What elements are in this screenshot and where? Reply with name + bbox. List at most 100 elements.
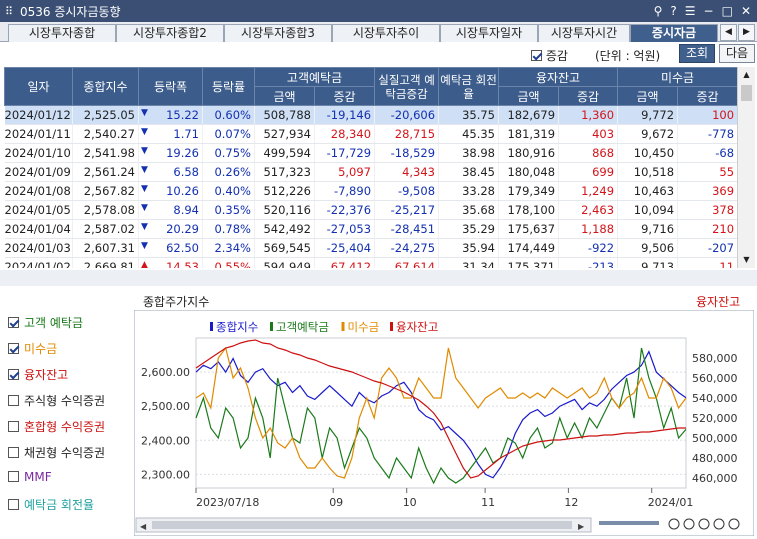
pin-icon[interactable]: ⚲	[653, 4, 663, 18]
cell-turn: 35.68	[438, 200, 500, 220]
zoom-out-icon[interactable]	[668, 518, 680, 530]
next-button[interactable]: 다음	[719, 44, 755, 63]
cell-chg: ▼ 1.71	[138, 124, 203, 144]
cell-uncc: 100	[677, 105, 737, 125]
tab-next-icon[interactable]: ▶	[738, 24, 755, 41]
cell-date: 2024/01/04	[4, 219, 73, 239]
col-uncollected[interactable]: 미수금	[617, 67, 737, 87]
legend-checkbox[interactable]	[8, 395, 19, 406]
legend-toggle-5[interactable]: 채권형 수익증권	[8, 444, 136, 461]
change-checkbox[interactable]: 증감	[531, 47, 568, 64]
legend-toggle-0[interactable]: 고객 예탁금	[8, 314, 136, 331]
zoom-slider	[599, 521, 659, 525]
cell-dep: 517,323	[254, 162, 315, 182]
series-line-1	[195, 347, 687, 485]
series-line-2	[195, 346, 687, 479]
cell-dep: 512,226	[254, 181, 315, 201]
tab-market-daily[interactable]: 시장투자일자	[440, 24, 538, 42]
zoom-in-icon[interactable]	[683, 518, 695, 530]
scroll-down-icon[interactable]: ▼	[743, 255, 750, 264]
legend-checkbox[interactable]	[8, 317, 19, 328]
line-chart[interactable]: 2,600.00 2,500.00 2,400.00 2,300.00 580,000 5…	[133, 309, 755, 537]
legend-toggle-4[interactable]: 혼합형 수익증권	[8, 418, 136, 435]
table-scrollbar[interactable]: ▲ ▼	[737, 67, 755, 268]
col-change[interactable]: 등락폭	[138, 67, 203, 106]
table-row[interactable]: 2024/01/08 2,567.82 ▼ 10.26 0.40% 512,226 -7,8…	[4, 181, 737, 201]
scroll-up-icon[interactable]: ▲	[743, 70, 750, 79]
cell-unc: 9,672	[617, 124, 679, 144]
legend-toggle-6[interactable]: MMF	[8, 470, 136, 484]
col-unc-amount[interactable]: 금액	[617, 86, 679, 106]
cell-unc: 9,716	[617, 219, 679, 239]
settings-icon[interactable]: ☰	[684, 4, 696, 18]
maximize-icon[interactable]: □	[721, 4, 733, 18]
cell-loanc: 1,249	[558, 181, 619, 201]
right-tick-label: 520,000	[692, 412, 738, 425]
zoom-area-icon[interactable]	[713, 518, 725, 530]
legend-toggle-1[interactable]: 미수금	[8, 340, 136, 357]
col-loan-amount[interactable]: 금액	[498, 86, 560, 106]
legend-toggle-2[interactable]: 융자잔고	[8, 366, 136, 383]
close-icon[interactable]: ✕	[740, 4, 751, 18]
table-row[interactable]: 2024/01/11 2,540.27 ▼ 1.71 0.07% 527,934 28,34…	[4, 124, 737, 144]
tab-market-summary[interactable]: 시장투자종합	[8, 24, 116, 42]
cell-turn: 38.98	[438, 143, 500, 163]
table-row[interactable]: 2024/01/09 2,561.24 ▼ 6.58 0.26% 517,323 5,097…	[4, 162, 737, 182]
cell-chg: ▼ 8.94	[138, 200, 203, 220]
table-row[interactable]: 2024/01/05 2,578.08 ▼ 8.94 0.35% 520,116 -22,3…	[4, 200, 737, 220]
cell-rate: 2.34%	[202, 238, 255, 258]
left-tick-label: 2,500.00	[141, 400, 190, 413]
legend-toggle-7[interactable]: 예탁금 회전율	[8, 496, 136, 513]
cell-date: 2024/01/03	[4, 238, 73, 258]
col-date[interactable]: 일자	[4, 67, 73, 106]
crosshair-icon[interactable]	[728, 518, 740, 530]
x-tick-label: 11	[481, 496, 495, 509]
splitter[interactable]	[0, 270, 757, 286]
col-unc-change[interactable]: 증감	[677, 86, 737, 106]
query-button[interactable]: 조회	[679, 44, 715, 63]
col-deposit-amount[interactable]: 금액	[254, 86, 315, 106]
tab-market-trend[interactable]: 시장투자추이	[332, 24, 440, 42]
cell-depc: 28,340	[314, 124, 376, 144]
down-triangle-icon: ▼	[141, 127, 148, 137]
table-row[interactable]: 2024/01/02 2,669.81 ▲ 14.53 0.55% 594,949 67,4…	[4, 257, 737, 268]
tab-market-funds[interactable]: 증시자금	[630, 24, 718, 42]
col-deposit[interactable]: 고객예탁금	[253, 67, 376, 87]
col-rate[interactable]: 등락률	[202, 67, 255, 106]
table-row[interactable]: 2024/01/03 2,607.31 ▼ 62.50 2.34% 569,545 -25,…	[4, 238, 737, 258]
col-real-deposit[interactable]: 실질고객 예탁금증감	[374, 67, 440, 106]
cell-index: 2,587.02	[72, 219, 139, 239]
legend-checkbox[interactable]	[8, 343, 19, 354]
tab-prev-icon[interactable]: ◀	[720, 24, 737, 41]
zoom-fit-icon[interactable]	[698, 518, 710, 530]
table-row[interactable]: 2024/01/10 2,541.98 ▼ 19.26 0.75% 499,594 -17,…	[4, 143, 737, 163]
scroll-thumb[interactable]	[741, 85, 752, 101]
minimize-icon[interactable]: −	[703, 4, 714, 18]
legend-toggle-3[interactable]: 주식형 수익증권	[8, 392, 136, 409]
legend-checkbox[interactable]	[8, 447, 19, 458]
legend-checkbox[interactable]	[8, 471, 19, 482]
table-row[interactable]: 2024/01/12 2,525.05 ▼ 15.22 0.60% 508,788 -19,…	[4, 105, 737, 125]
col-loan-change[interactable]: 증감	[558, 86, 619, 106]
tab-market-hourly[interactable]: 시장투자시간	[538, 24, 630, 42]
cell-dep: 508,788	[254, 105, 315, 125]
col-turnover[interactable]: 예탁금 회전율	[438, 67, 500, 106]
chart-hscroll-thumb	[152, 521, 572, 529]
cell-chg: ▼ 10.26	[138, 181, 203, 201]
menu-grip-icon[interactable]: ⠿	[4, 4, 14, 18]
col-deposit-change[interactable]: 증감	[313, 86, 376, 106]
cell-index: 2,669.81	[72, 257, 139, 268]
legend-checkbox[interactable]	[8, 421, 19, 432]
legend-checkbox[interactable]	[8, 499, 19, 510]
table-row[interactable]: 2024/01/04 2,587.02 ▼ 20.29 0.78% 542,492 -27,…	[4, 219, 737, 239]
help-icon[interactable]: ?	[670, 4, 677, 18]
col-loan[interactable]: 융자잔고	[498, 67, 619, 87]
tab-market-summary-2[interactable]: 시장투자종합2	[116, 24, 224, 42]
col-index[interactable]: 종합지수	[72, 67, 139, 106]
tab-market-summary-3[interactable]: 시장투자종합3	[224, 24, 332, 42]
cell-rate: 0.78%	[202, 219, 255, 239]
legend-checkbox[interactable]	[8, 369, 19, 380]
chart-area[interactable]: 2,600.00 2,500.00 2,400.00 2,300.00 580,000 5…	[133, 309, 755, 537]
tab-bar: 시장투자종합 시장투자종합2 시장투자종합3 시장투자추이 시장투자일자 시장투…	[0, 22, 757, 42]
cell-rate: 0.26%	[202, 162, 255, 182]
